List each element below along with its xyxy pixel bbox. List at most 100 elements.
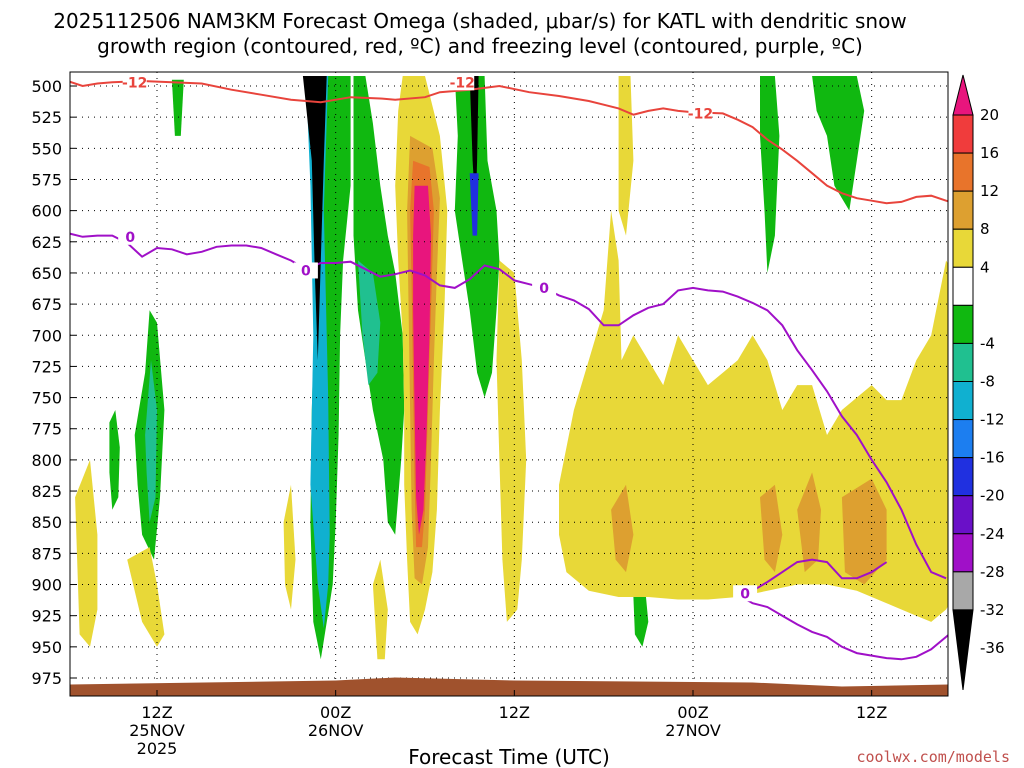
colorbar-swatch (952, 419, 974, 459)
omega-region-23 (797, 472, 821, 573)
omega-region-14 (171, 79, 184, 136)
freezing-label-bg (293, 262, 318, 279)
gridlines (70, 72, 948, 696)
y-tick-label: 950 (31, 638, 62, 657)
x-tick-label: 27NOV (665, 721, 721, 740)
freezing-label: 0 (539, 281, 549, 297)
colorbar-label: 12 (980, 182, 999, 200)
y-tick-label: 500 (31, 77, 62, 96)
y-tick-label: 675 (31, 295, 62, 314)
freezing-label: 0 (125, 230, 135, 246)
y-tick-label: 975 (31, 669, 62, 688)
x-tick-label: 2025 (137, 739, 178, 758)
terrain (70, 677, 948, 696)
colorbar-swatch (952, 152, 974, 192)
freezing-label-bg (733, 585, 758, 602)
omega-region-9 (145, 360, 157, 523)
credit-text[interactable]: coolwx.com/models (856, 748, 1010, 766)
dgz-label: -12 (450, 75, 475, 91)
colorbar-swatch (952, 495, 974, 535)
freezing-label-bg (118, 228, 143, 245)
y-tick-label: 725 (31, 357, 62, 376)
freezing-label: 0 (740, 586, 750, 602)
y-tick-label: 750 (31, 389, 62, 408)
colorbar-label: -16 (980, 449, 1005, 467)
contours: -12 -12 -12 0 0 0 0 (70, 74, 948, 661)
omega-region-29 (283, 484, 296, 610)
colorbar-label: -8 (980, 373, 995, 391)
freezing-level-contour-lower (737, 593, 948, 661)
colorbar-label: -4 (980, 334, 995, 352)
x-tick-label: 12Z (499, 703, 530, 722)
y-tick-label: 900 (31, 576, 62, 595)
x-tick-label: 12Z (856, 703, 887, 722)
omega-region-19 (496, 260, 527, 622)
freezing-level-contour (70, 232, 947, 580)
colorbar-swatch (952, 228, 974, 268)
colorbar-label: -28 (980, 563, 1005, 581)
colorbar: 20 16 12 8 4 -4 -8 -12 -16 -20 -24 -28 -32 -36 (952, 74, 1005, 691)
colorbar-label: -32 (980, 601, 1005, 619)
y-tick-label: 650 (31, 264, 62, 283)
y-axis: 500 525 550 575 600 625 650 675 700 725 750 775 800 8… (31, 77, 76, 688)
colorbar-label: -36 (980, 639, 1005, 657)
omega-region-28 (618, 76, 634, 236)
terrain-surface (70, 677, 948, 696)
dgz-label: -12 (688, 106, 713, 122)
y-tick-label: 825 (31, 482, 62, 501)
freezing-level-contour-inner (752, 558, 888, 592)
omega-region-11 (760, 76, 780, 273)
x-tick-label: 25NOV (129, 721, 185, 740)
colorbar-swatch (952, 457, 974, 497)
omega-region-4 (358, 260, 381, 386)
dgz-minus12-contour (70, 79, 948, 205)
colorbar-swatch (952, 114, 974, 154)
y-tick-label: 625 (31, 233, 62, 252)
omega-region-22 (760, 484, 783, 573)
omega-region-10 (109, 410, 120, 510)
omega-region-5 (454, 76, 500, 398)
x-tick-label: 26NOV (308, 721, 364, 740)
omega-region-21 (611, 484, 634, 573)
freezing-label: 0 (301, 263, 311, 279)
colorbar-arrow-bottom (952, 609, 974, 691)
dgz-label-bg (688, 105, 713, 122)
omega-region-24 (841, 478, 887, 585)
colorbar-label: 4 (980, 258, 990, 276)
y-tick-label: 575 (31, 170, 62, 189)
colorbar-label: 16 (980, 144, 999, 162)
freezing-label-bg (532, 279, 557, 296)
y-tick-label: 550 (31, 139, 62, 158)
omega-region-25 (75, 459, 98, 647)
y-tick-label: 800 (31, 451, 62, 470)
colorbar-swatch (952, 342, 974, 382)
colorbar-swatch (952, 533, 974, 573)
colorbar-label: 20 (980, 106, 999, 124)
y-tick-label: 925 (31, 607, 62, 626)
dgz-label: -12 (122, 75, 147, 91)
x-tick-label: 12Z (141, 703, 172, 722)
chart-title: 2025112506 NAM3KM Forecast Omega (shaded… (53, 9, 906, 33)
y-tick-label: 775 (31, 420, 62, 439)
colorbar-label: 8 (980, 220, 990, 238)
x-tick-label: 00Z (320, 703, 351, 722)
colorbar-swatch (952, 266, 974, 306)
dgz-label-bg (122, 74, 147, 91)
y-tick-label: 850 (31, 513, 62, 532)
omega-region-13 (633, 590, 649, 647)
x-axis-label: Forecast Time (UTC) (408, 745, 610, 768)
dgz-label-bg (450, 74, 475, 91)
colorbar-swatch (952, 190, 974, 230)
colorbar-label: -12 (980, 411, 1005, 429)
x-tick-label: 00Z (677, 703, 708, 722)
y-tick-label: 700 (31, 326, 62, 345)
colorbar-swatch (952, 571, 974, 611)
omega-region-2 (302, 76, 327, 361)
plot-frame (69, 71, 949, 697)
omega-region-3 (353, 76, 405, 535)
colorbar-swatch (952, 304, 974, 344)
y-tick-label: 875 (31, 544, 62, 563)
colorbar-label: -20 (980, 487, 1005, 505)
